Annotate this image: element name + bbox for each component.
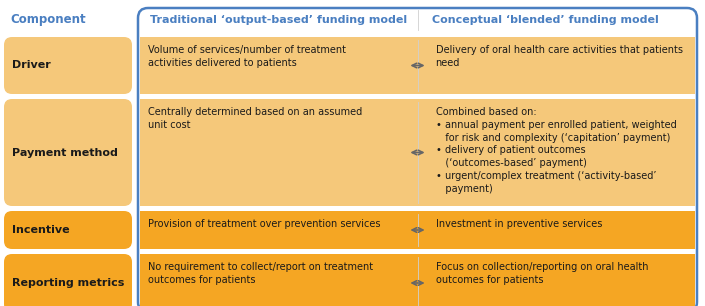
FancyBboxPatch shape	[4, 254, 132, 306]
Text: Conceptual ‘blended’ funding model: Conceptual ‘blended’ funding model	[432, 15, 659, 25]
Text: Payment method: Payment method	[12, 147, 118, 158]
Bar	[140, 254, 695, 306]
Text: Reporting metrics: Reporting metrics	[12, 278, 124, 288]
FancyBboxPatch shape	[4, 37, 132, 94]
Text: Provision of treatment over prevention services: Provision of treatment over prevention s…	[148, 219, 381, 229]
Bar	[140, 211, 695, 249]
Text: Component: Component	[10, 13, 85, 27]
FancyBboxPatch shape	[4, 211, 132, 249]
FancyBboxPatch shape	[4, 99, 132, 206]
Text: Driver: Driver	[12, 61, 51, 70]
Text: Combined based on:
• annual payment per enrolled patient, weighted
   for risk a: Combined based on: • annual payment per …	[436, 107, 676, 194]
Text: Centrally determined based on an assumed
unit cost: Centrally determined based on an assumed…	[148, 107, 362, 130]
FancyBboxPatch shape	[138, 8, 697, 306]
Text: No requirement to collect/report on treatment
outcomes for patients: No requirement to collect/report on trea…	[148, 262, 373, 285]
Bar	[140, 99, 695, 206]
Text: Incentive: Incentive	[12, 225, 70, 235]
Text: Traditional ‘output-based’ funding model: Traditional ‘output-based’ funding model	[150, 15, 407, 25]
Text: Volume of services/number of treatment
activities delivered to patients: Volume of services/number of treatment a…	[148, 45, 346, 68]
Text: Investment in preventive services: Investment in preventive services	[436, 219, 602, 229]
Bar	[140, 37, 695, 94]
Text: Delivery of oral health care activities that patients
need: Delivery of oral health care activities …	[436, 45, 682, 68]
Text: Focus on collection/reporting on oral health
outcomes for patients: Focus on collection/reporting on oral he…	[436, 262, 648, 285]
